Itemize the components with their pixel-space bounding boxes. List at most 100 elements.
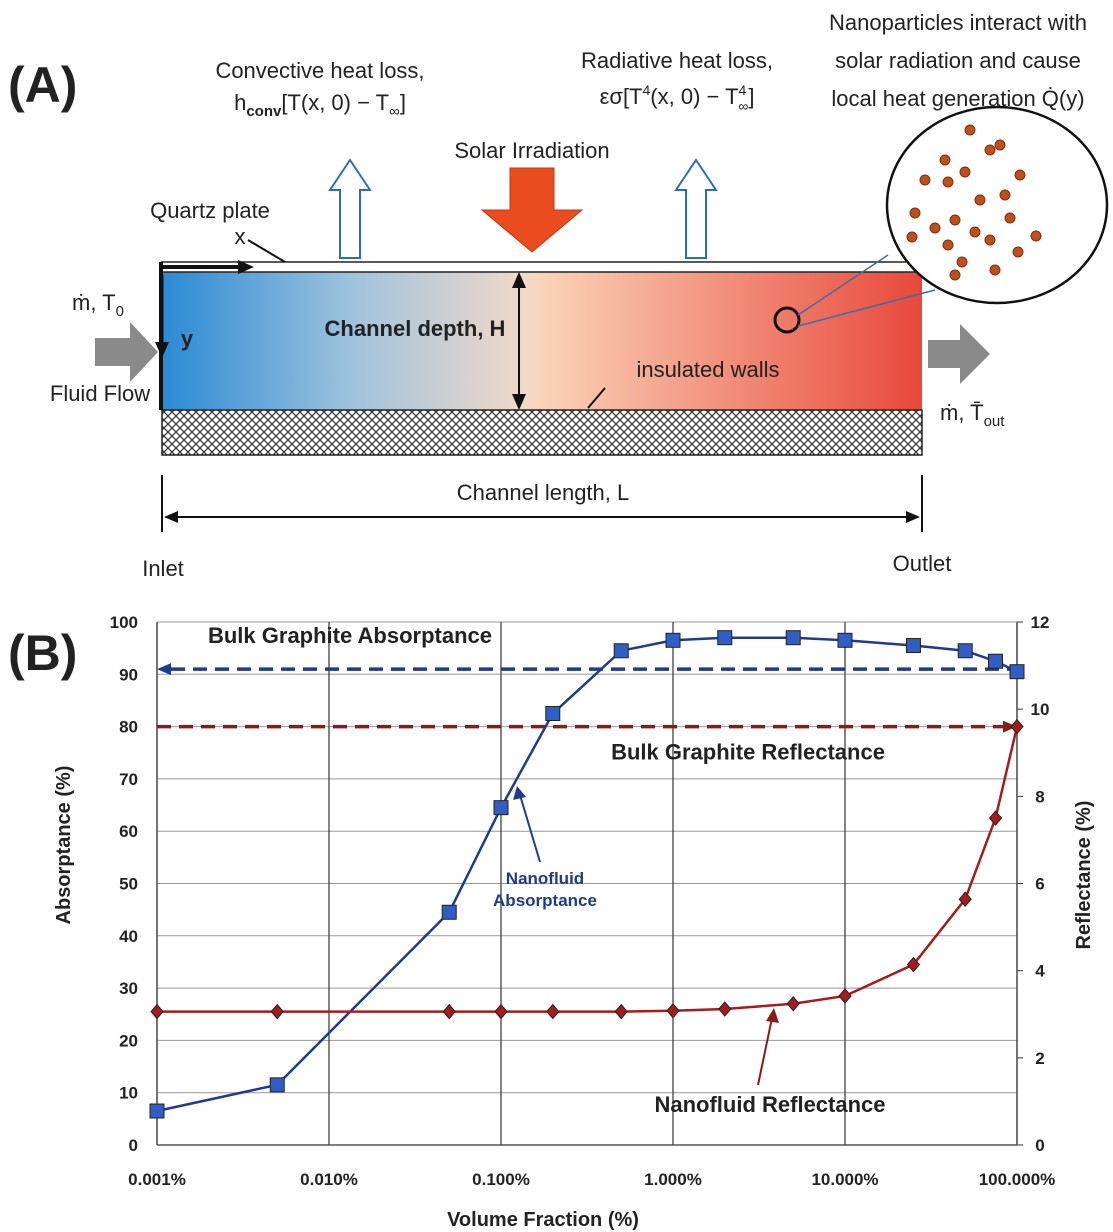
outflow-arrow: [928, 324, 990, 384]
zoom-line: [797, 289, 936, 327]
marker: [958, 891, 972, 907]
depth-label: Channel depth, H: [325, 316, 506, 341]
y2-tick-label: 8: [1035, 787, 1044, 806]
y-label: y: [181, 326, 194, 351]
x-label: x: [235, 224, 246, 249]
convective-formula: hconv[T(x, 0) − T∞]: [234, 90, 406, 120]
inlet-flow: ṁ, T0: [72, 290, 124, 320]
length-label: Channel length, L: [457, 480, 629, 505]
inlet-label: Inlet: [142, 556, 184, 581]
particle-spot: [773, 306, 801, 334]
marker: [150, 1003, 164, 1020]
quartz-label: Quartz plate: [150, 198, 270, 223]
y-tick-label: 80: [119, 718, 138, 737]
marker: [442, 1003, 456, 1020]
y-tick-label: 30: [119, 979, 138, 998]
marker: [905, 638, 921, 654]
y-tick-label: 70: [119, 770, 138, 789]
x-arrowhead: [238, 260, 254, 274]
x-tick-label: 100.000%: [979, 1170, 1056, 1189]
marker: [494, 1003, 508, 1020]
marker: [149, 1103, 165, 1119]
outlet-label: Outlet: [893, 551, 952, 576]
x-tick-label: 0.001%: [128, 1170, 186, 1189]
annotation-arrowhead: [766, 1008, 779, 1023]
y-axis-title: Absorptance (%): [53, 766, 75, 925]
marker: [988, 653, 1004, 669]
y-arrowhead: [155, 342, 169, 358]
annotation-arrowhead: [513, 786, 526, 800]
y2-tick-label: 10: [1031, 700, 1050, 719]
series-annotation: Nanofluid Reflectance: [654, 1092, 885, 1117]
series-line: [157, 726, 1019, 1013]
marker: [988, 810, 1003, 826]
marker: [614, 1003, 628, 1020]
walls-label: insulated walls: [636, 357, 779, 382]
marker: [545, 706, 561, 722]
annotation-pointer: [519, 794, 541, 863]
walls-pointer: [587, 387, 606, 409]
x-tick-label: 0.010%: [300, 1170, 358, 1189]
fluid-channel: [162, 272, 922, 410]
x-tick-label: 10.000%: [811, 1170, 878, 1189]
x-tick-label: 1.000%: [644, 1170, 702, 1189]
solar-label: Solar Irradiation: [454, 138, 609, 163]
zoom-line: [797, 254, 889, 316]
marker: [786, 996, 800, 1012]
depth-arrowheads: [512, 272, 526, 410]
marker: [838, 988, 852, 1004]
y-tick-label: 20: [119, 1031, 138, 1050]
series-annotation: Nanofluid Absorptance: [493, 869, 597, 910]
y-tick-label: 10: [119, 1084, 138, 1103]
reference-label: Bulk Graphite Reflectance: [611, 740, 885, 765]
marker: [717, 630, 733, 646]
marker: [957, 643, 973, 659]
nanoparticles: [906, 124, 1042, 281]
panel-label: (B): [8, 625, 77, 681]
y-tick-label: 100: [110, 613, 138, 632]
x-tick-label: 0.100%: [472, 1170, 530, 1189]
y-tick-label: 60: [119, 822, 138, 841]
heat-loss-arrow: [328, 158, 372, 259]
annotation-pointer: [757, 1017, 773, 1086]
marker: [837, 632, 853, 648]
nano-note: Nanoparticles interact with: [829, 10, 1087, 35]
x-axis-title: Volume Fraction (%): [447, 1209, 639, 1231]
y2-tick-label: 6: [1035, 875, 1044, 894]
heat-loss-arrow: [674, 158, 718, 259]
insulated-wall: [161, 409, 923, 456]
reference-label: Bulk Graphite Absorptance: [208, 623, 492, 648]
y2-axis-title: Reflectance (%): [1073, 801, 1095, 950]
marker: [270, 1003, 284, 1020]
marker: [546, 1003, 560, 1020]
panel-label: (A): [8, 57, 77, 113]
marker: [785, 630, 801, 646]
nano-note: solar radiation and cause: [835, 48, 1081, 73]
marker: [1009, 664, 1025, 680]
marker: [613, 643, 629, 659]
y-tick-label: 50: [119, 875, 138, 894]
fluid-flow-label: Fluid Flow: [50, 381, 150, 406]
radiative-title: Radiative heat loss,: [581, 48, 773, 73]
marker: [906, 956, 921, 973]
y2-tick-label: 0: [1035, 1136, 1044, 1155]
quartz-plate: [161, 261, 923, 273]
reference-arrowhead: [157, 663, 171, 676]
marker: [1010, 718, 1024, 735]
pointer: [247, 239, 286, 263]
marker: [441, 904, 457, 920]
marker: [665, 632, 681, 648]
marker: [269, 1077, 285, 1093]
marker: [666, 1002, 680, 1019]
radiative-formula: εσ[T4(x, 0) − T4 ∞]: [600, 82, 755, 114]
convective-title: Convective heat loss,: [215, 58, 424, 83]
y-tick-label: 40: [119, 927, 138, 946]
marker: [718, 1001, 732, 1017]
y2-tick-label: 2: [1035, 1049, 1044, 1068]
marker: [493, 800, 509, 816]
outlet-flow: ṁ, T̄out: [940, 400, 1005, 430]
reference-arrowhead: [1003, 720, 1017, 733]
y2-tick-label: 12: [1031, 613, 1050, 632]
